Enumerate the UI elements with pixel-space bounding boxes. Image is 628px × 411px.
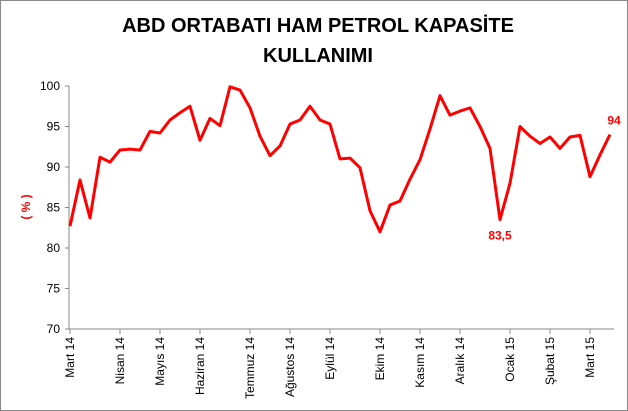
x-tick-label: Nisan 14 [113, 337, 127, 385]
x-tick-label: Mart 15 [583, 337, 597, 378]
x-tick-label: Şubat 15 [543, 337, 557, 385]
data-label: 94 [607, 114, 621, 128]
y-axis-label: ( % ) [19, 194, 33, 219]
chart-title: ABD ORTABATI HAM PETROL KAPASİTE [122, 14, 514, 37]
x-tick-label: Ocak 15 [503, 337, 517, 382]
x-tick-label: Kasım 14 [413, 337, 427, 388]
series-line [68, 85, 612, 234]
x-tick-label: Mayıs 14 [153, 337, 167, 386]
x-tick-label: Aralık 14 [453, 337, 467, 385]
chart-title: KULLANIMI [263, 45, 373, 67]
y-tick-label: 100 [40, 79, 60, 93]
x-tick-label: Haziran 14 [193, 337, 207, 395]
y-tick-label: 90 [47, 160, 61, 174]
x-tick-label: Eylül 14 [323, 337, 337, 380]
y-tick-label: 80 [47, 241, 61, 255]
y-tick-label: 75 [47, 282, 61, 296]
x-tick-label: Ekim 14 [373, 337, 387, 381]
x-tick-label: Temmuz 14 [243, 337, 257, 399]
y-tick-label: 95 [47, 120, 61, 134]
data-label: 83,5 [488, 229, 512, 243]
y-tick-label: 70 [47, 322, 61, 336]
x-tick-label: Mart 14 [63, 337, 77, 378]
x-tick-label: Ağustos 14 [283, 337, 297, 397]
y-tick-label: 85 [47, 201, 61, 215]
